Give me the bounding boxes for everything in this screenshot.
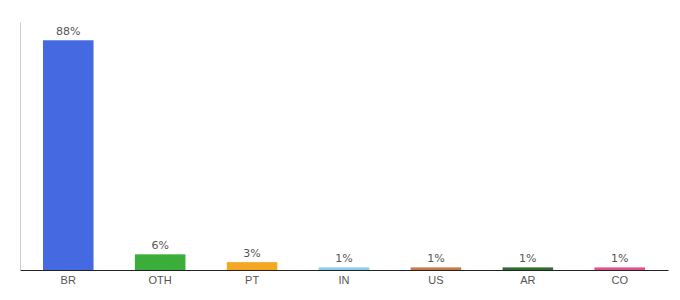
bar: [227, 262, 278, 270]
x-tick: PT: [245, 274, 259, 286]
x-tick-label: BR: [61, 274, 76, 286]
bars: [43, 40, 645, 270]
bar: [135, 254, 186, 270]
x-tick-label: OTH: [149, 274, 172, 286]
bar: [43, 40, 94, 270]
bar: [319, 267, 370, 270]
x-axis-line: [21, 270, 669, 271]
x-tick-label: IN: [339, 274, 350, 286]
x-tick: CO: [611, 274, 628, 286]
chart: BR OTH PT IN US AR CO 88% 6% 3% 1% 1% 1% 1%: [0, 0, 680, 300]
x-tick: OTH: [149, 274, 172, 286]
data-label: 88%: [56, 25, 80, 38]
y-axis-line: [20, 23, 21, 271]
data-label: 1%: [611, 252, 628, 265]
x-axis: BR OTH PT IN US AR CO: [21, 271, 669, 286]
data-labels: 88% 6% 3% 1% 1% 1% 1%: [56, 25, 628, 265]
bar: [411, 267, 462, 270]
plot: BR OTH PT IN US AR CO 88% 6% 3% 1% 1% 1% 1%: [21, 23, 669, 286]
x-tick: BR: [61, 274, 76, 286]
bar: [503, 267, 554, 270]
x-tick: IN: [339, 274, 350, 286]
x-tick-label: US: [428, 274, 443, 286]
data-label: 6%: [151, 239, 168, 252]
data-label: 1%: [519, 252, 536, 265]
x-tick-label: AR: [520, 274, 535, 286]
data-label: 1%: [335, 252, 352, 265]
x-tick-label: PT: [245, 274, 259, 286]
x-tick: AR: [520, 274, 535, 286]
data-label: 1%: [427, 252, 444, 265]
y-axis: [20, 23, 21, 271]
x-tick-label: CO: [611, 274, 628, 286]
data-label: 3%: [243, 247, 260, 260]
x-tick: US: [428, 274, 443, 286]
bar: [594, 267, 645, 270]
